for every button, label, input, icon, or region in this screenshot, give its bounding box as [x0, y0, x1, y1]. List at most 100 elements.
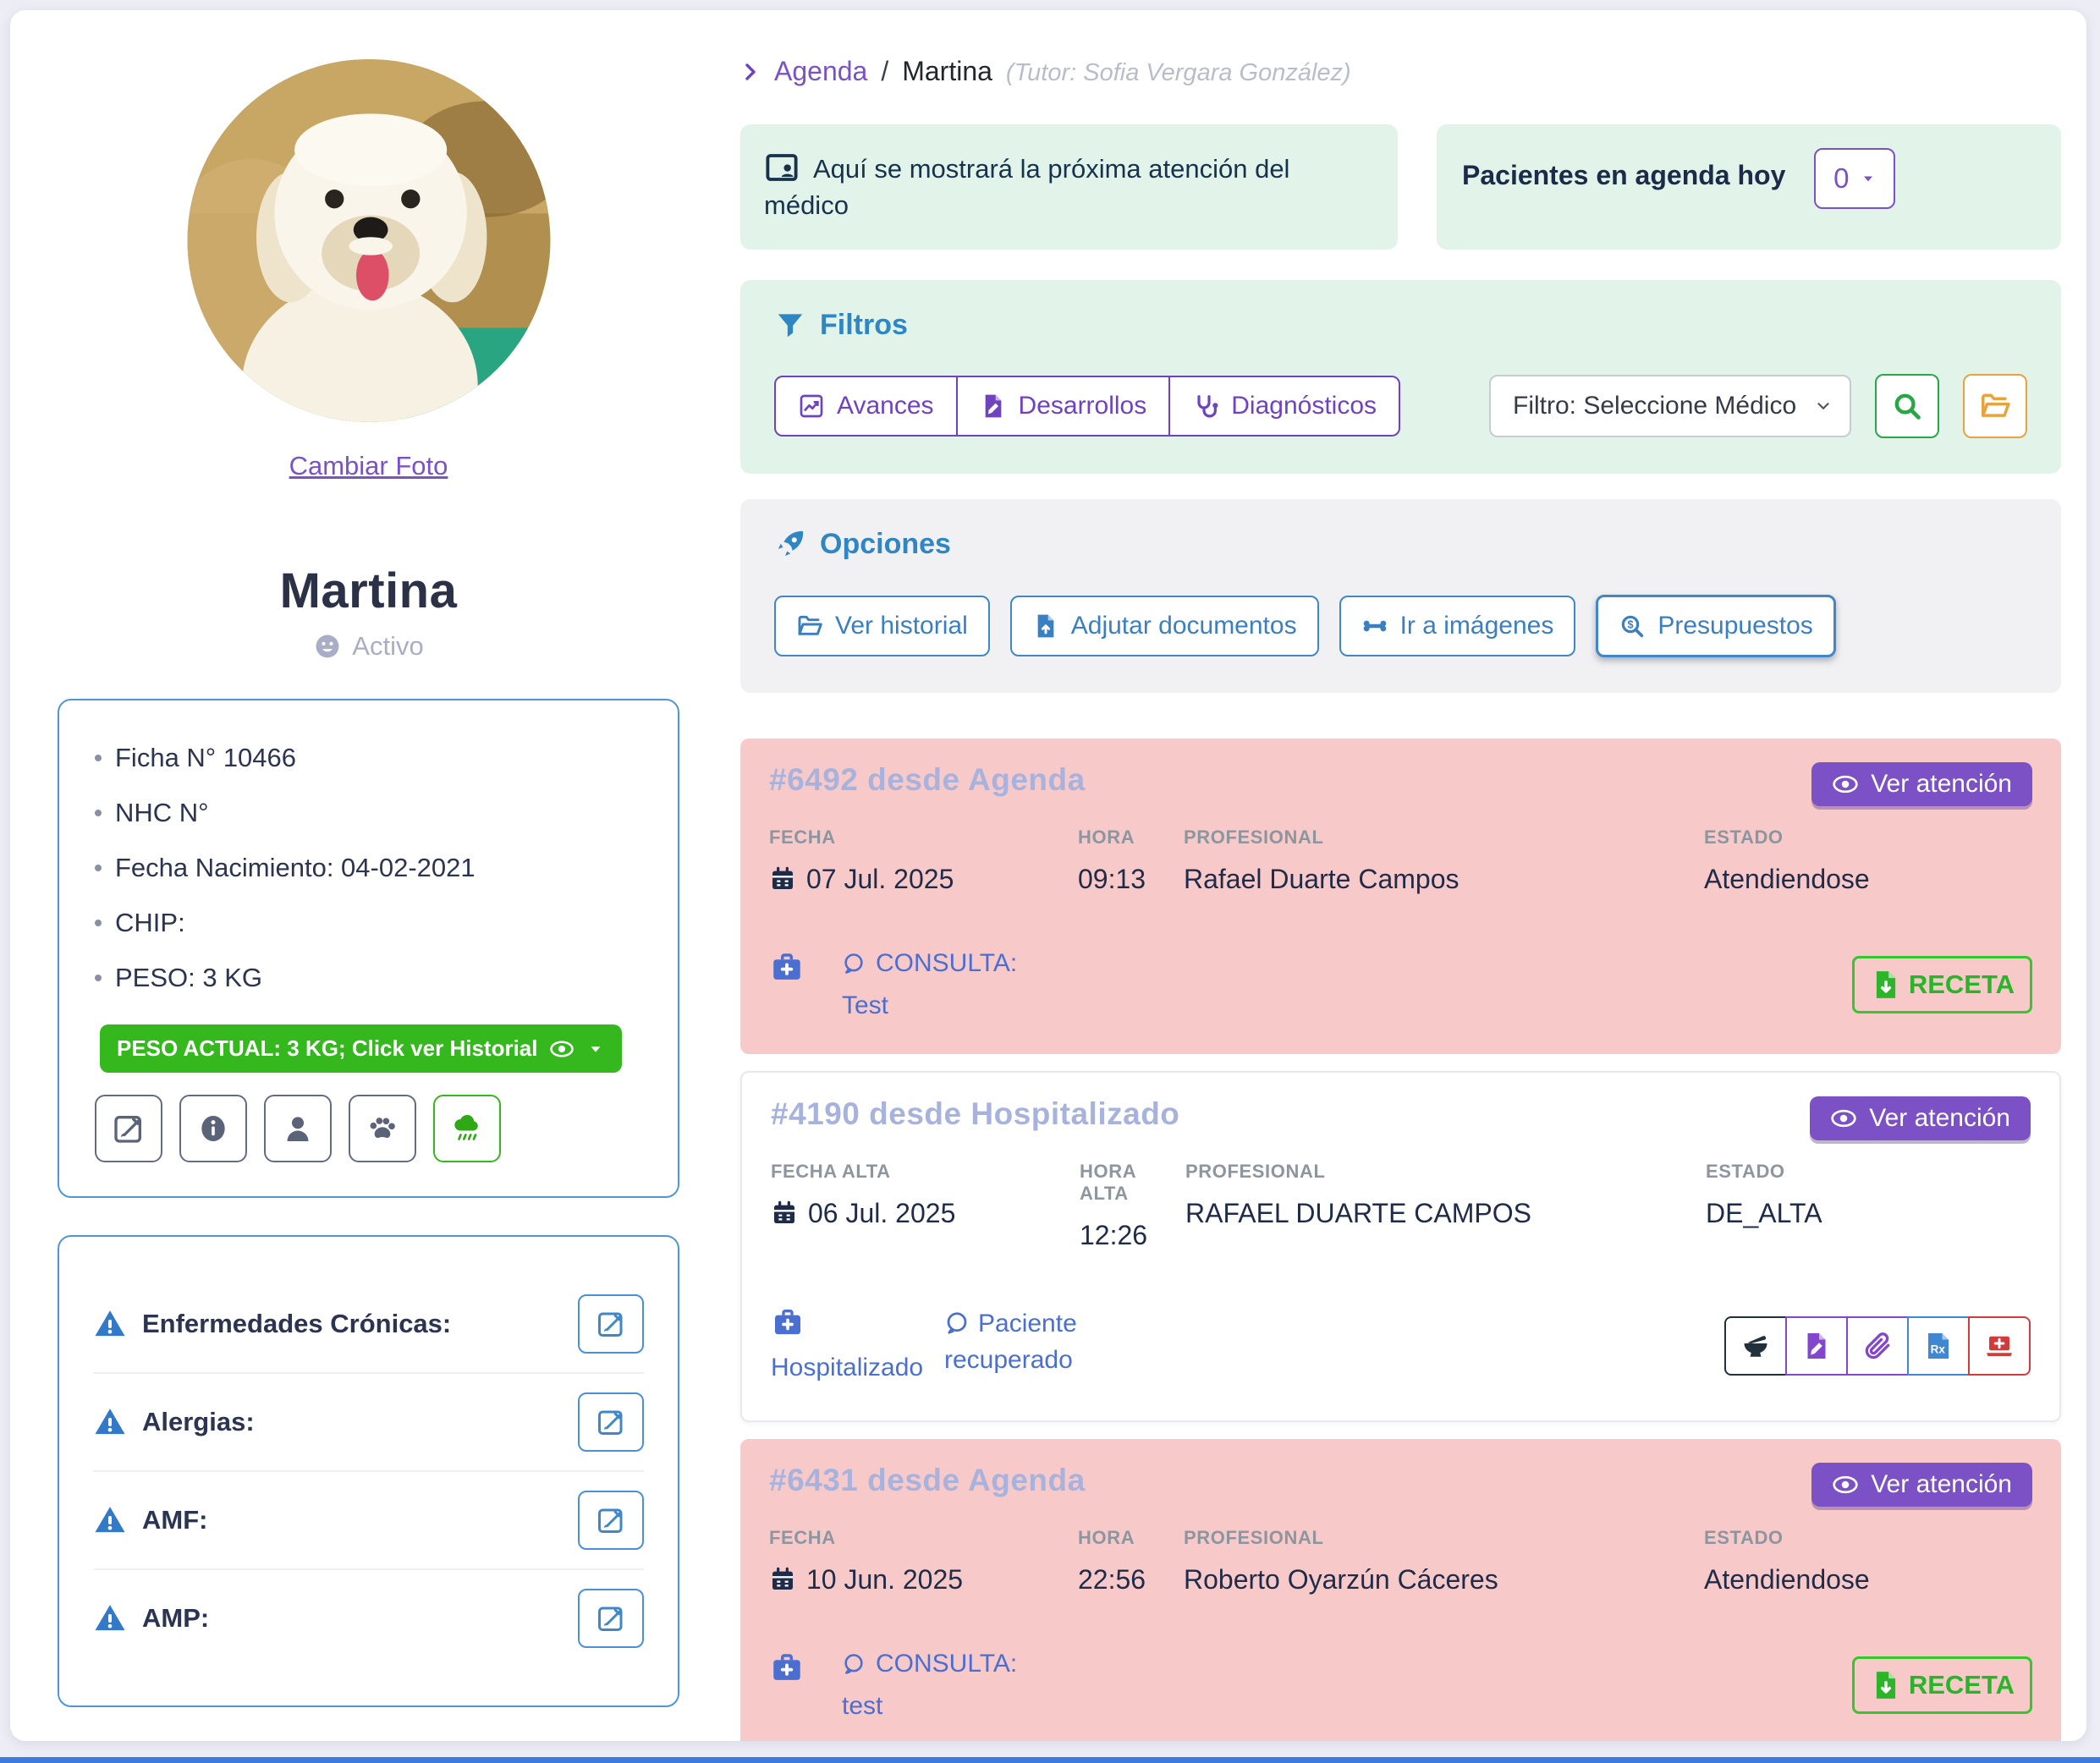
search-button[interactable] — [1875, 373, 1939, 438]
pets-button[interactable] — [349, 1095, 416, 1162]
patient-photo — [187, 59, 550, 422]
patient-name: Martina — [279, 563, 458, 618]
owner-button[interactable] — [264, 1095, 332, 1162]
warning-icon — [95, 1409, 125, 1435]
edit-allergies-button[interactable] — [578, 1392, 644, 1452]
filters-body: Avances Desarrollos Diagnósticos Filtro:… — [774, 373, 2027, 438]
alert-label: Enfermedades Crónicas: — [142, 1309, 452, 1338]
attention-toolbar — [1724, 1315, 2031, 1376]
smiley-status-icon — [316, 634, 339, 658]
button-label: RECETA — [1908, 969, 2015, 999]
patient-tools — [95, 1095, 642, 1162]
caret-down-icon — [591, 1046, 601, 1052]
field-fecha: FECHA 10 Jun. 2025 — [769, 1526, 964, 1595]
main-content: Agenda / Martina (Tutor: Sofia Vergara G… — [740, 49, 2061, 1741]
status-label: Activo — [352, 631, 424, 661]
agenda-today-panel: Pacientes en agenda hoy 0 — [1437, 124, 2061, 250]
mortar-pestle-icon — [1744, 1335, 1767, 1357]
bottom-border — [0, 1757, 2100, 1763]
calendar-icon — [772, 1201, 796, 1225]
telemedicine-button[interactable] — [1968, 1315, 2031, 1376]
tab-diagnosticos[interactable]: Diagnósticos — [1168, 376, 1399, 435]
chevron-down-icon — [1817, 402, 1829, 410]
tab-label: Diagnósticos — [1231, 391, 1377, 420]
folder-open-icon — [1982, 393, 2010, 417]
pen-square-icon — [598, 1410, 623, 1435]
doctor-filter-select[interactable]: Filtro: Seleccione Médico — [1489, 374, 1851, 437]
ver-historial-button[interactable]: Ver historial — [774, 595, 990, 656]
field-fecha: FECHA 07 Jul. 2025 — [769, 826, 954, 894]
top-row: Aquí se mostrará la próxima atención del… — [740, 124, 2061, 250]
prescription-button[interactable] — [1907, 1315, 1970, 1376]
attention-list: #6492 desde Agenda Ver atención FECHA 07… — [740, 738, 2061, 1741]
pharmacy-button[interactable] — [1724, 1315, 1787, 1376]
tab-avances[interactable]: Avances — [776, 377, 956, 435]
medical-bag-icon — [773, 1309, 802, 1336]
consulta-note: CONSULTA: Test — [842, 948, 1018, 1019]
field-profesional: PROFESIONAL RAFAEL DUARTE CAMPOS — [1185, 1160, 1531, 1228]
receta-button[interactable]: RECETA — [1851, 955, 2032, 1013]
edit-patient-button[interactable] — [95, 1095, 162, 1162]
attention-title: #6431 desde Agenda — [769, 1462, 1086, 1497]
caret-down-icon — [1863, 176, 1872, 182]
options-title: Opciones — [820, 527, 951, 560]
agenda-count-dropdown[interactable]: 0 — [1814, 148, 1896, 209]
alert-label: AMF: — [142, 1505, 208, 1535]
chevron-right-icon — [745, 63, 756, 80]
adjuntar-documentos-button[interactable]: Adjutar documentos — [1009, 595, 1319, 656]
edit-record-button[interactable] — [1785, 1315, 1848, 1376]
ver-atencion-button[interactable]: Ver atención — [1811, 761, 2032, 806]
attention-card-6431: #6431 desde Agenda Ver atención FECHA 10… — [740, 1438, 2061, 1741]
attachments-button[interactable] — [1846, 1315, 1909, 1376]
change-photo-link[interactable]: Cambiar Foto — [289, 451, 448, 481]
weight-history-button[interactable]: PESO ACTUAL: 3 KG; Click ver Historial — [100, 1024, 623, 1073]
pen-square-icon — [598, 1312, 623, 1337]
alert-row-chronic: Enfermedades Crónicas: — [93, 1276, 644, 1372]
edit-chronic-button[interactable] — [578, 1294, 644, 1354]
search-dollar-icon — [1621, 615, 1644, 637]
speech-bubble-icon — [844, 953, 863, 974]
user-icon — [287, 1117, 309, 1141]
edit-amp-button[interactable] — [578, 1589, 644, 1648]
paw-icon — [370, 1118, 395, 1139]
patient-detail-list: Ficha N° 10466 NHC N° Fecha Nacimiento: … — [95, 743, 642, 993]
cloud-rain-icon — [453, 1113, 480, 1140]
presupuestos-button[interactable]: Presupuestos — [1596, 594, 1836, 657]
patient-status: Activo — [313, 631, 424, 662]
breadcrumb-agenda-link[interactable]: Agenda — [774, 56, 868, 86]
ver-atencion-button[interactable]: Ver atención — [1810, 1096, 2031, 1140]
button-label: Adjutar documentos — [1070, 611, 1297, 640]
field-hora: HORA 09:13 — [1078, 826, 1146, 894]
tab-label: Avances — [837, 391, 934, 420]
chart-line-icon — [800, 394, 823, 418]
warning-icon — [95, 1310, 125, 1337]
hospitalizado-tag: Hospitalizado — [771, 1305, 944, 1387]
file-pen-icon — [1807, 1332, 1826, 1359]
weight-history-label: PESO ACTUAL: 3 KG; Click ver Historial — [117, 1035, 538, 1061]
list-item: CHIP: — [95, 908, 642, 938]
patient-record-page: Cambiar Foto Martina Activo Ficha N° 104… — [10, 10, 2086, 1741]
eye-icon — [1833, 1475, 1858, 1493]
alert-label: AMP: — [142, 1603, 210, 1633]
grooming-button[interactable] — [433, 1095, 501, 1162]
tab-desarrollos[interactable]: Desarrollos — [955, 376, 1169, 435]
receta-button[interactable]: RECETA — [1851, 1656, 2032, 1714]
stethoscope-icon — [1197, 394, 1220, 418]
edit-amf-button[interactable] — [578, 1491, 644, 1550]
field-estado: ESTADO Atendiendose — [1704, 826, 1870, 894]
file-upload-icon — [1036, 612, 1055, 639]
open-folder-button[interactable] — [1963, 373, 2027, 438]
warning-icon — [95, 1507, 125, 1533]
ir-a-imagenes-button[interactable]: Ir a imágenes — [1339, 595, 1576, 656]
field-hora: HORA 22:56 — [1078, 1526, 1146, 1595]
list-item: NHC N° — [95, 798, 642, 828]
button-label: Ver atención — [1869, 1103, 2010, 1132]
doctor-filter-value: Filtro: Seleccione Médico — [1513, 391, 1797, 420]
button-label: Ver historial — [835, 611, 968, 640]
alert-label: Alergias: — [142, 1407, 255, 1436]
medical-alerts-card: Enfermedades Crónicas: Alergias: AMF: AM… — [58, 1235, 679, 1707]
agenda-today-label: Pacientes en agenda hoy — [1462, 160, 1786, 190]
ver-atencion-button[interactable]: Ver atención — [1811, 1462, 2032, 1507]
file-download-icon — [1875, 1670, 1897, 1700]
patient-info-button[interactable] — [179, 1095, 247, 1162]
